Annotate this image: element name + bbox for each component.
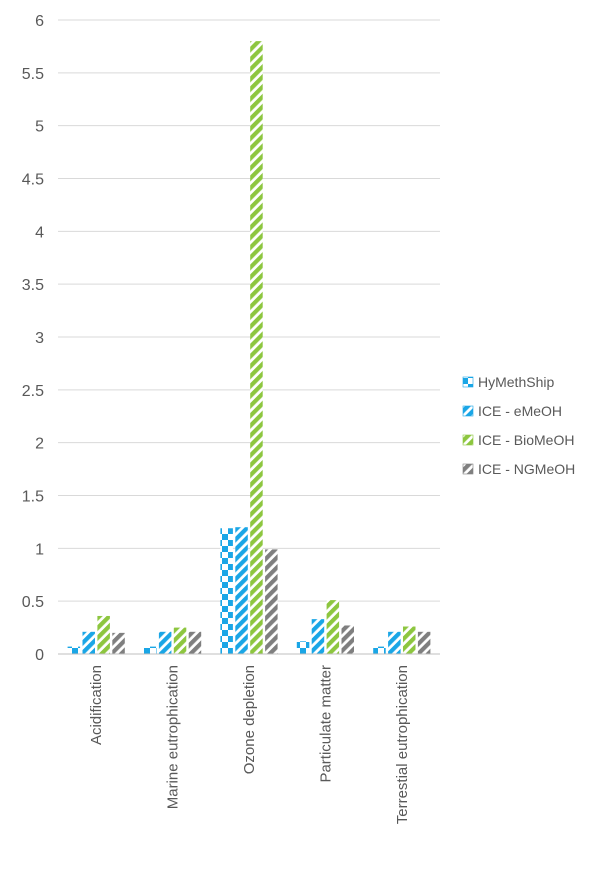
y-tick-label: 2 bbox=[35, 436, 44, 453]
bar-ice-emeoh-particulate-matter bbox=[311, 619, 325, 654]
y-tick-label: 3.5 bbox=[22, 277, 44, 294]
y-tick-label: 3 bbox=[35, 330, 44, 347]
y-tick-label: 5 bbox=[35, 119, 44, 136]
category-label: Particulate matter bbox=[317, 665, 334, 783]
bars bbox=[67, 41, 431, 654]
y-tick-label: 1 bbox=[35, 541, 44, 558]
legend-label: HyMethShip bbox=[478, 374, 554, 390]
bar-ice-biomeoh-marine-eutrophication bbox=[173, 627, 187, 654]
category-label: Acidification bbox=[88, 665, 105, 745]
bar-ice-biomeoh-acidification bbox=[97, 615, 110, 654]
gridlines bbox=[58, 19, 440, 602]
bar-ice-emeoh-ozone-depletion bbox=[235, 527, 248, 654]
legend-swatch bbox=[462, 463, 474, 475]
legend-label: ICE - NGMeOH bbox=[478, 461, 575, 477]
bar-ice-ngmeoh-terrestial-eutrophication bbox=[417, 631, 431, 654]
bar-ice-emeoh-acidification bbox=[82, 631, 95, 654]
y-tick-label: 4 bbox=[35, 224, 44, 241]
bar-ice-ngmeoh-ozone-depletion bbox=[265, 549, 278, 654]
y-tick-label: 4.5 bbox=[22, 172, 44, 189]
legend-label: ICE - BioMeOH bbox=[478, 432, 574, 448]
y-tick-label: 0 bbox=[35, 647, 44, 664]
bar-hymethship-acidification bbox=[67, 646, 81, 654]
bar-ice-ngmeoh-acidification bbox=[112, 632, 125, 654]
legend-swatch bbox=[462, 405, 474, 417]
bar-ice-emeoh-marine-eutrophication bbox=[158, 631, 172, 654]
y-tick-label: 5.5 bbox=[22, 66, 44, 83]
bar-hymethship-particulate-matter bbox=[296, 641, 310, 654]
y-tick-label: 2.5 bbox=[22, 383, 44, 400]
bar-ice-ngmeoh-marine-eutrophication bbox=[188, 631, 202, 654]
y-tick-label: 0.5 bbox=[22, 594, 44, 611]
bar-hymethship-ozone-depletion bbox=[220, 528, 233, 654]
legend-label: ICE - eMeOH bbox=[478, 403, 562, 419]
bar-ice-biomeoh-terrestial-eutrophication bbox=[403, 626, 416, 654]
category-label: Ozone depletion bbox=[241, 665, 258, 774]
bar-hymethship-marine-eutrophication bbox=[144, 646, 157, 654]
category-labels: Acidification Marine eutrophication Ozone … bbox=[88, 665, 411, 824]
legend-swatch bbox=[462, 376, 474, 388]
bar-ice-emeoh-terrestial-eutrophication bbox=[388, 631, 401, 654]
bar-ice-biomeoh-particulate-matter bbox=[326, 600, 340, 654]
category-label: Marine eutrophication bbox=[165, 665, 182, 809]
y-axis-ticks: 0 0.5 1 1.5 2 2.5 3 3.5 4 4.5 5 5.5 6 bbox=[22, 13, 44, 664]
y-tick-label: 6 bbox=[35, 13, 44, 30]
legend-swatch bbox=[462, 434, 474, 446]
legend: HyMethShip ICE - eMeOH ICE - BioMeOH ICE - … bbox=[462, 374, 575, 477]
bar-ice-ngmeoh-particulate-matter bbox=[341, 625, 354, 654]
bar-hymethship-terrestial-eutrophication bbox=[373, 646, 386, 654]
y-tick-label: 1.5 bbox=[22, 489, 44, 506]
category-label: Terrestial eutrophication bbox=[394, 665, 411, 824]
bar-ice-biomeoh-ozone-depletion bbox=[250, 41, 263, 654]
